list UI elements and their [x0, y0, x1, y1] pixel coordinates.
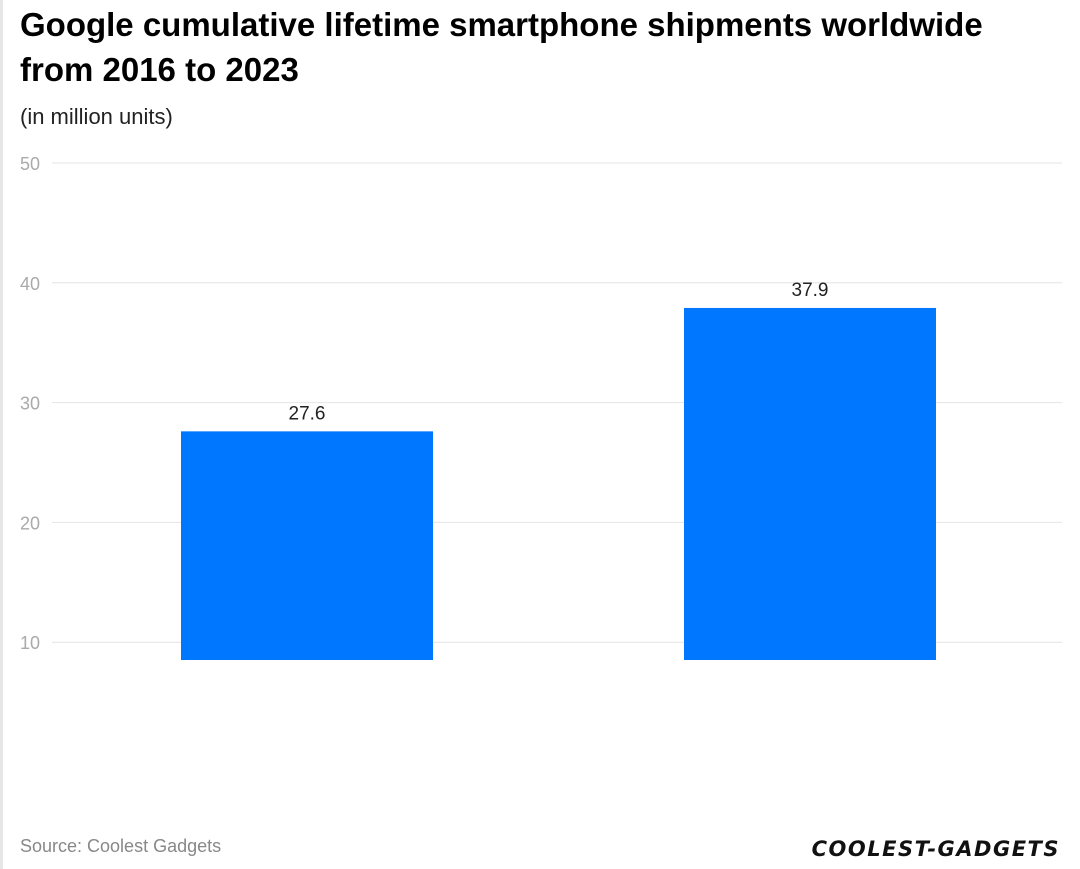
bar-value-label: 27.6 — [289, 403, 326, 424]
bar — [684, 307, 936, 660]
y-tick-label: 50 — [20, 154, 40, 174]
source-note: Source: Coolest Gadgets — [20, 836, 222, 856]
chart-title: Google cumulative lifetime smartphone sh… — [20, 6, 983, 88]
brand-logo: COOLEST-GADGETS — [811, 837, 1060, 861]
y-tick-label: 40 — [20, 274, 40, 294]
data-labels: 27.6 37.9 — [289, 280, 829, 424]
y-tick-label: 20 — [20, 513, 40, 533]
bar-value-label: 37.9 — [792, 280, 829, 301]
bars — [181, 307, 936, 660]
y-axis-ticks: 10 20 30 40 50 — [20, 154, 40, 653]
bar — [181, 431, 433, 660]
left-edge-strip — [0, 0, 3, 869]
y-tick-label: 10 — [20, 633, 40, 653]
chart-subtitle: (in million units) — [20, 104, 173, 129]
y-tick-label: 30 — [20, 394, 40, 414]
